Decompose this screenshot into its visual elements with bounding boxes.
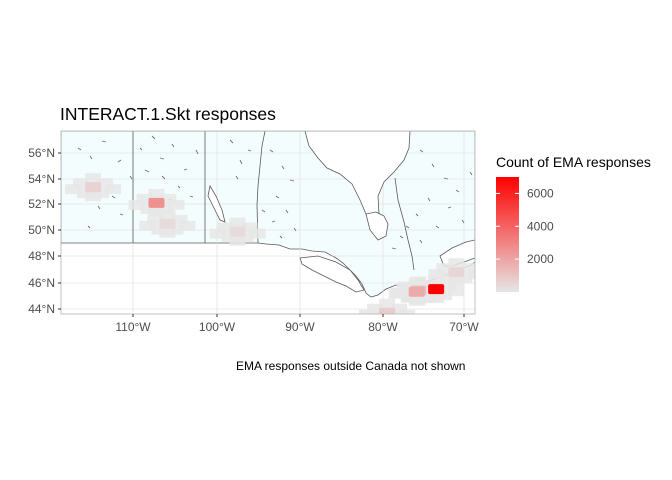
hexbin-cell <box>428 269 445 280</box>
hexbin-cell <box>428 284 445 295</box>
legend-title: Count of EMA responses <box>496 154 651 170</box>
hexbin-cell <box>241 222 258 233</box>
hexbin-cell <box>128 199 145 210</box>
x-tick-label: 110°W <box>115 320 151 334</box>
y-tick-label: 56°N <box>28 146 55 160</box>
hexbin-cell <box>105 184 122 195</box>
provincial-borders <box>132 131 415 271</box>
y-tick-label: 48°N <box>28 249 55 263</box>
hexbin-cell <box>229 235 246 246</box>
hexbin-cell <box>229 217 246 228</box>
hexbin-cell <box>147 214 164 225</box>
hexbin-cell <box>73 178 90 189</box>
hexbin-cell <box>379 298 396 309</box>
hexbin-cell <box>408 277 425 288</box>
hexbin-cell <box>448 276 465 287</box>
x-axis: 110°W 100°W 90°W 80°W 70°W <box>115 314 479 334</box>
legend: 6000 4000 2000 <box>496 177 554 292</box>
hexbin-cell <box>97 178 114 189</box>
hexbin-cell <box>148 197 165 208</box>
hexbin-cell <box>367 303 384 314</box>
hexbin-cell <box>448 267 465 278</box>
x-tick-label: 100°W <box>199 320 236 334</box>
legend-ticks: 6000 4000 2000 <box>496 186 554 266</box>
hexbin-cell <box>148 206 165 217</box>
hexbin-cell <box>249 228 266 239</box>
hexbin-cell <box>428 275 445 286</box>
y-tick-label: 50°N <box>28 223 55 237</box>
hexbin-cell <box>159 218 176 229</box>
hexbin-cell <box>396 282 413 293</box>
great-lakes <box>299 255 365 293</box>
y-axis: 56°N 54°N 52°N 50°N 48°N 46°N 44°N <box>28 146 61 316</box>
hexbin-cell <box>179 220 196 231</box>
hexbin-cell <box>359 309 376 314</box>
legend-tick-label: 2000 <box>527 252 554 266</box>
hexbin-cell <box>468 269 475 280</box>
x-tick-label: 70°W <box>449 320 479 334</box>
hexbin-cell <box>159 209 176 220</box>
hexbin-cell <box>85 173 102 184</box>
panel-border <box>60 130 476 315</box>
hexbin-cell <box>436 263 453 274</box>
hexbin-cell <box>440 280 457 291</box>
x-tick-label: 80°W <box>368 320 398 334</box>
y-tick-label: 44°N <box>28 302 55 316</box>
map-caption: EMA responses outside Canada not shown <box>236 359 466 373</box>
hexbin-cell <box>399 309 416 314</box>
hexbin-cell <box>168 199 185 210</box>
hexbin-cell <box>65 184 82 195</box>
hexbin-cell <box>217 222 234 233</box>
hexbin-cell <box>388 288 405 299</box>
hexbin-cell <box>379 307 396 314</box>
james-bay <box>365 211 389 241</box>
lake-winnipeg <box>207 184 226 223</box>
hexbin-cell <box>408 286 425 297</box>
hexbin-cell <box>448 258 465 269</box>
x-tick-label: 90°W <box>285 320 315 334</box>
hexbin-layer <box>65 173 475 314</box>
hexbin-cell <box>209 228 226 239</box>
hexbin-cell <box>136 193 153 204</box>
y-tick-label: 52°N <box>28 197 55 211</box>
hexbin-cell <box>448 286 465 297</box>
map-title: INTERACT.1.Skt responses <box>60 104 276 124</box>
legend-tick-label: 4000 <box>527 219 554 233</box>
hexbin-cell <box>391 303 408 314</box>
hexbin-cell <box>139 220 156 231</box>
hexbin-cell <box>229 226 246 237</box>
hexbin-cell <box>171 214 188 225</box>
hexbin-cell <box>159 227 176 238</box>
y-tick-label: 46°N <box>28 276 55 290</box>
legend-tick-label: 6000 <box>527 186 554 200</box>
hexbin-cell <box>460 263 475 274</box>
hexbin-cell <box>85 182 102 193</box>
hexbin-cell <box>160 193 177 204</box>
hexbin-cell <box>85 191 102 202</box>
hexbin-cell <box>148 188 165 199</box>
hexbin-cell <box>408 295 425 306</box>
y-tick-label: 54°N <box>28 172 55 186</box>
legend-colorbar <box>496 177 519 292</box>
